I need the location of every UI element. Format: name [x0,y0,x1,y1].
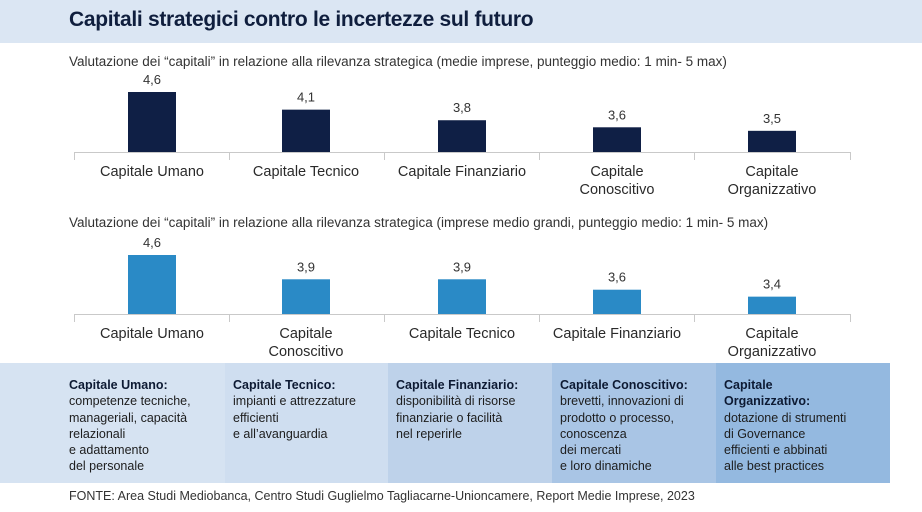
title-band [0,0,922,43]
bar [748,130,796,152]
bar [438,279,486,314]
data-label: 3,4 [763,277,781,292]
bar [282,109,330,152]
definition-text: impianti e attrezzature efficienti e all… [233,394,356,441]
definition-capitale-finanziario: Capitale Finanziario: disponibilità di r… [388,363,552,483]
definition-heading: Capitale Organizzativo: [724,378,811,409]
definition-capitale-conoscitivo: Capitale Conoscitivo: brevetti, innovazi… [552,363,716,483]
chart-1-title: Valutazione dei “capitali” in relazione … [69,54,727,69]
bar [593,127,641,152]
definition-text: brevetti, innovazioni di prodotto o proc… [560,394,684,474]
category-label: Capitale Conoscitivo [580,164,655,198]
definitions-panel: Capitale Umano: competenze tecniche, man… [0,363,890,483]
definition-heading: Capitale Tecnico: [233,378,336,392]
data-label: 4,1 [297,90,315,105]
category-label: Capitale Tecnico [253,164,359,180]
chart-imprese-medio-grandi: 4,6 Capitale Umano 3,9 Capitale Conoscitivo 3… [74,235,851,360]
category-label: Capitale Organizzativo [728,164,817,198]
data-label: 3,6 [608,107,626,122]
source-note: FONTE: Area Studi Mediobanca, Centro Stu… [69,489,695,503]
chart-medie-imprese: 4,6 Capitale Umano 4,1 Capitale Tecnico 3,8 C… [74,72,851,198]
data-label: 3,6 [608,270,626,285]
category-label: Capitale Finanziario [553,326,681,342]
data-label: 3,9 [297,259,315,274]
category-label: Capitale Umano [100,326,204,342]
category-label: Capitale Finanziario [398,164,526,180]
data-label: 3,8 [453,100,471,115]
data-label: 3,9 [453,259,471,274]
definition-text: dotazione di strumenti di Governance eff… [724,410,847,474]
definition-capitale-umano: Capitale Umano: competenze tecniche, man… [0,363,225,483]
chart-2-title: Valutazione dei “capitali” in relazione … [69,215,769,230]
bar [282,279,330,314]
bar [128,92,176,152]
category-label: Capitale Organizzativo [728,326,817,360]
definition-capitale-organizzativo: Capitale Organizzativo: dotazione di str… [716,363,890,483]
definition-heading: Capitale Finanziario: [396,378,519,392]
definition-heading: Capitale Umano: [69,378,168,392]
category-label: Capitale Tecnico [409,326,515,342]
category-label: Capitale Conoscitivo [269,326,344,360]
category-label: Capitale Umano [100,164,204,180]
data-label: 3,5 [763,111,781,126]
definition-capitale-tecnico: Capitale Tecnico: impianti e attrezzatur… [225,363,388,483]
bar [593,289,641,314]
bar [748,296,796,314]
data-label: 4,6 [143,235,161,250]
data-label: 4,6 [143,72,161,87]
definition-text: disponibilità di risorse finanziarie o f… [396,394,516,441]
bar [128,255,176,314]
definition-text: competenze tecniche, manageriali, capaci… [69,394,191,474]
definition-heading: Capitale Conoscitivo: [560,378,688,392]
bar [438,120,486,152]
page-title: Capitali strategici contro le incertezze… [69,8,534,31]
